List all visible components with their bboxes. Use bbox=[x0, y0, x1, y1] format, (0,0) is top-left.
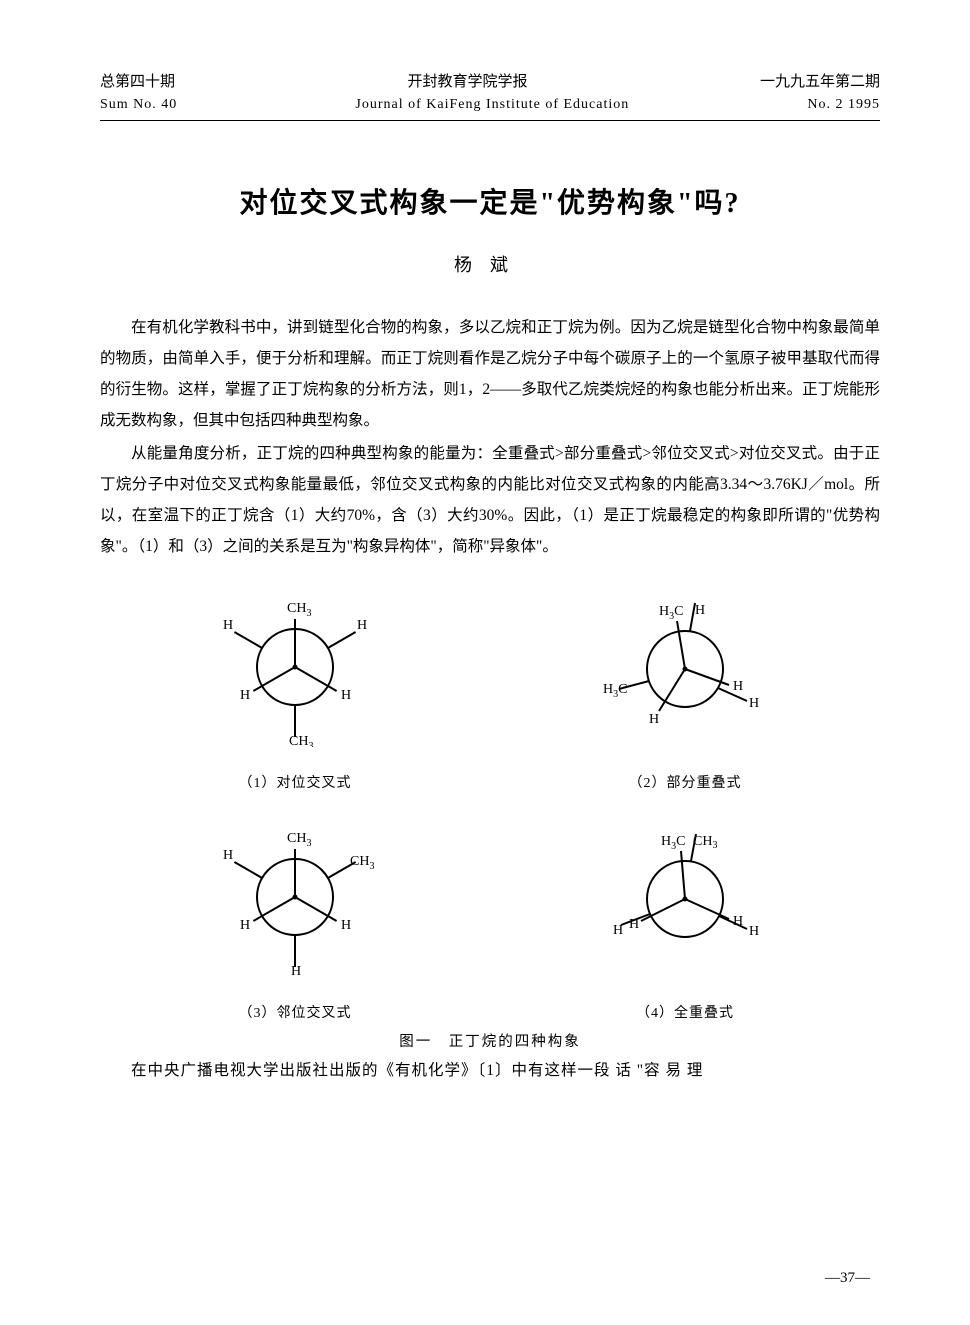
label-h: H bbox=[240, 918, 250, 933]
header-center-en: Journal of KaiFeng Institute of Educatio… bbox=[355, 94, 629, 116]
label-h: H bbox=[629, 917, 639, 932]
label-h3c: H3C bbox=[603, 682, 627, 700]
label-h: H bbox=[240, 688, 250, 703]
label-h: H bbox=[357, 618, 367, 633]
label-h3c: H3C bbox=[659, 604, 683, 622]
header-center-cn: 开封教育学院学报 bbox=[407, 70, 527, 94]
figure-main-caption: 图一 正丁烷的四种构象 bbox=[100, 1030, 880, 1051]
label-h: H bbox=[749, 924, 759, 939]
label-ch3: CH3 bbox=[287, 831, 311, 849]
page-number: —37— bbox=[825, 1270, 870, 1287]
header-row-cn: 总第四十期 开封教育学院学报 一九九五年第二期 bbox=[100, 70, 880, 94]
label-ch3: CH3 bbox=[350, 854, 374, 872]
header-divider bbox=[100, 120, 880, 121]
fig2-caption: （2）部分重叠式 bbox=[510, 772, 861, 792]
label-h: H bbox=[733, 914, 743, 929]
header-row-en: Sum No. 40 Journal of KaiFeng Institute … bbox=[100, 94, 880, 116]
header-left-en: Sum No. 40 bbox=[100, 94, 177, 116]
label-h: H bbox=[733, 679, 743, 694]
label-h: H bbox=[341, 918, 351, 933]
author-name: 杨斌 bbox=[100, 251, 880, 277]
newman-anti-icon: CH3 CH3 H H H H bbox=[205, 587, 385, 747]
fig4-caption: （4）全重叠式 bbox=[510, 1002, 861, 1022]
header-left-cn: 总第四十期 bbox=[100, 70, 175, 94]
label-h: H bbox=[291, 964, 301, 977]
paragraph-1: 在有机化学教科书中，讲到链型化合物的构象，多以乙烷和正丁烷为例。因为乙烷是链型化… bbox=[100, 312, 880, 436]
last-paragraph: 在中央广播电视大学出版社出版的《有机化学》〔1〕中有这样一段 话 "容 易 理 bbox=[100, 1055, 880, 1086]
label-h: H bbox=[341, 688, 351, 703]
figure-3: CH3 CH3 H H H H （3）邻位交叉式 bbox=[120, 817, 471, 1022]
header-right-en: No. 2 1995 bbox=[807, 94, 880, 116]
label-h3c: H3C bbox=[661, 834, 685, 852]
figure-2: H3C H H3C H H H （2）部分重叠式 bbox=[510, 587, 861, 792]
figure-4: H3C CH3 H H H H （4）全重叠式 bbox=[510, 817, 861, 1022]
label-ch3-top: CH3 bbox=[287, 601, 311, 619]
newman-gauche-icon: CH3 CH3 H H H H bbox=[205, 817, 385, 977]
label-h: H bbox=[749, 696, 759, 711]
figures-row-2: CH3 CH3 H H H H （3）邻位交叉式 bbox=[100, 817, 880, 1022]
label-h: H bbox=[223, 848, 233, 863]
newman-partial-eclipse-icon: H3C H H3C H H H bbox=[595, 587, 775, 747]
label-h: H bbox=[613, 923, 623, 938]
newman-eclipsed-icon: H3C CH3 H H H H bbox=[595, 817, 775, 977]
paragraph-2: 从能量角度分析，正丁烷的四种典型构象的能量为：全重叠式>部分重叠式>邻位交叉式>… bbox=[100, 438, 880, 562]
figure-1: CH3 CH3 H H H H （1）对位交叉式 bbox=[120, 587, 471, 792]
fig3-caption: （3）邻位交叉式 bbox=[120, 1002, 471, 1022]
label-h: H bbox=[649, 712, 659, 727]
article-title: 对位交叉式构象一定是"优势构象"吗? bbox=[100, 181, 880, 221]
label-ch3: CH3 bbox=[693, 834, 717, 851]
header-right-cn: 一九九五年第二期 bbox=[760, 70, 880, 94]
label-ch3-bottom: CH3 bbox=[289, 734, 313, 747]
fig1-caption: （1）对位交叉式 bbox=[120, 772, 471, 792]
figures-row-1: CH3 CH3 H H H H （1）对位交叉式 bbox=[100, 587, 880, 792]
label-h: H bbox=[223, 618, 233, 633]
label-h: H bbox=[695, 603, 705, 618]
